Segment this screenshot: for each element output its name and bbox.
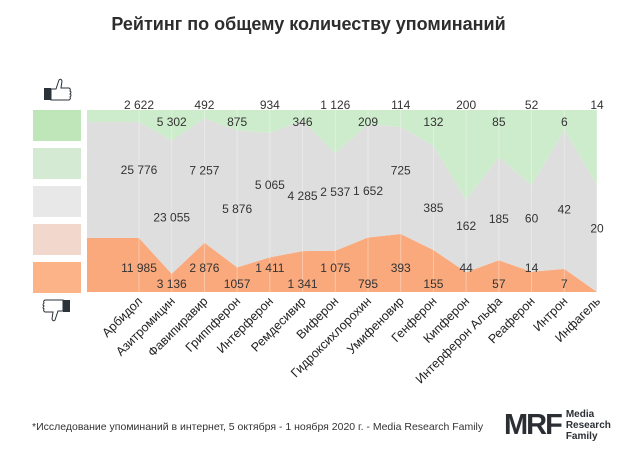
data-label-positive: 200 — [456, 98, 476, 112]
area-neutral — [139, 118, 597, 292]
data-label-negative: 44 — [459, 261, 473, 275]
data-label-negative: 57 — [492, 277, 506, 291]
data-label-neutral: 2 537 — [320, 185, 350, 199]
data-label-positive: 2 622 — [124, 98, 154, 112]
legend-swatch-0 — [33, 110, 81, 141]
data-label-positive: 6 — [561, 115, 568, 129]
data-label-positive: 114 — [391, 98, 410, 112]
data-label-positive: 52 — [525, 98, 539, 112]
data-label-neutral: 725 — [391, 163, 411, 177]
data-label-positive: 132 — [423, 115, 443, 129]
area-pad-positive — [87, 110, 139, 122]
legend-swatch-4 — [33, 262, 81, 293]
logo-text: Media Research Family — [565, 409, 611, 442]
logo-mark: MRF — [504, 409, 563, 441]
data-label-positive: 5 302 — [157, 115, 187, 129]
data-label-negative: 1057 — [224, 277, 251, 291]
footnote: *Исследование упоминаний в интернет, 5 о… — [32, 421, 484, 433]
data-label-neutral: 7 257 — [189, 164, 219, 178]
data-label-negative: 1 075 — [320, 261, 350, 275]
data-label-neutral: 60 — [525, 211, 539, 225]
legend — [33, 110, 81, 293]
data-label-neutral: 1 652 — [353, 184, 383, 198]
thumbs-up-icon — [44, 78, 72, 101]
data-label-neutral: 23 055 — [153, 210, 190, 224]
data-label-positive: 1 126 — [320, 98, 350, 112]
data-label-neutral: 4 285 — [288, 189, 318, 203]
data-label-negative: 14 — [525, 261, 539, 275]
data-label-negative: 3 136 — [157, 277, 187, 291]
legend-swatch-2 — [33, 186, 81, 217]
data-label-negative: 795 — [358, 277, 378, 291]
data-label-negative: 155 — [423, 277, 443, 291]
data-label-positive: 85 — [492, 115, 506, 129]
legend-swatch-3 — [33, 224, 81, 255]
data-label-negative: 7 — [561, 277, 568, 291]
data-label-positive: 346 — [293, 115, 313, 129]
legend-swatch-1 — [33, 148, 81, 179]
data-label-positive: 934 — [260, 98, 280, 112]
area-negative — [139, 233, 597, 292]
data-label-negative: 393 — [391, 261, 411, 275]
area-positive — [139, 110, 597, 200]
data-label-neutral: 162 — [456, 219, 476, 233]
data-label-positive: 14 — [590, 98, 604, 112]
data-label-neutral: 5 876 — [222, 202, 252, 216]
area-pad-negative — [87, 237, 139, 292]
data-label-neutral: 25 776 — [121, 163, 158, 177]
data-label-positive: 492 — [194, 98, 214, 112]
data-label-negative: 11 985 — [121, 261, 157, 275]
data-label-negative: 2 876 — [189, 261, 219, 275]
data-label-negative: 1 411 — [255, 261, 284, 275]
data-label-negative: 1 341 — [288, 277, 318, 291]
data-label-neutral: 185 — [489, 212, 509, 226]
data-label-positive: 209 — [358, 115, 378, 129]
thumbs-down-icon — [42, 299, 70, 322]
data-label-positive: 875 — [227, 115, 247, 129]
data-label-neutral: 385 — [423, 201, 443, 215]
mrf-logo: MRF Media Research Family — [504, 409, 617, 442]
data-label-neutral: 5 065 — [255, 178, 285, 192]
data-label-neutral: 42 — [558, 202, 572, 216]
area-pad-neutral — [87, 121, 139, 238]
chart-title: Рейтинг по общему количеству упоминаний — [111, 14, 506, 34]
data-label-neutral: 20 — [590, 221, 604, 235]
